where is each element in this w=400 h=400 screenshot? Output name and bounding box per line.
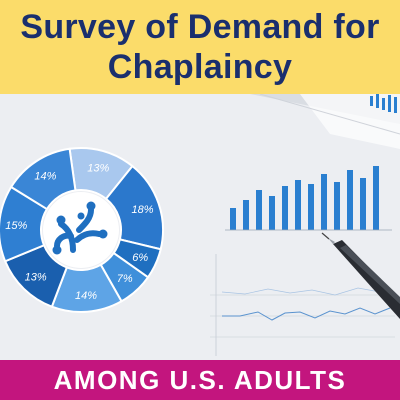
background-bar bbox=[334, 182, 340, 230]
background-photo: 13% 18% 6% 7% 14% 13% 15% 14% bbox=[0, 94, 400, 360]
background-bar bbox=[373, 166, 379, 230]
page-subtitle: AMONG U.S. ADULTS bbox=[53, 365, 347, 395]
background-bar bbox=[308, 184, 314, 230]
corner-bars bbox=[370, 94, 397, 113]
donut-slice bbox=[9, 147, 77, 211]
background-bar bbox=[360, 178, 366, 230]
background-bar bbox=[269, 196, 275, 230]
donut-chart: 13% 18% 6% 7% 14% 13% 15% 14% bbox=[0, 147, 164, 313]
background-bar bbox=[243, 200, 249, 230]
header-banner: Survey of Demand for Chaplaincy bbox=[0, 0, 400, 94]
background-bar bbox=[256, 190, 262, 230]
background-bar-chart bbox=[230, 166, 379, 230]
donut-slice-label: 15% bbox=[5, 220, 27, 232]
donut-slice-label: 14% bbox=[34, 171, 56, 183]
donut-slice-label: 13% bbox=[87, 162, 109, 174]
background-line-chart bbox=[210, 254, 395, 356]
donut-slice-label: 14% bbox=[75, 290, 97, 302]
donut-slice-label: 18% bbox=[132, 204, 154, 216]
pen-icon bbox=[321, 232, 400, 319]
footer-banner: AMONG U.S. ADULTS bbox=[0, 360, 400, 400]
background-bar bbox=[321, 174, 327, 230]
background-bar bbox=[295, 180, 301, 230]
donut-slice-label: 13% bbox=[25, 272, 47, 284]
background-bar bbox=[347, 170, 353, 230]
coral-branch-logo bbox=[43, 192, 119, 268]
donut-slice-label: 7% bbox=[117, 273, 133, 285]
donut-slice-label: 6% bbox=[132, 252, 148, 264]
background-bar bbox=[230, 208, 236, 230]
page-title: Survey of Demand for Chaplaincy bbox=[20, 8, 380, 86]
photo-illustration: 13% 18% 6% 7% 14% 13% 15% 14% bbox=[0, 94, 400, 360]
background-bar bbox=[282, 186, 288, 230]
